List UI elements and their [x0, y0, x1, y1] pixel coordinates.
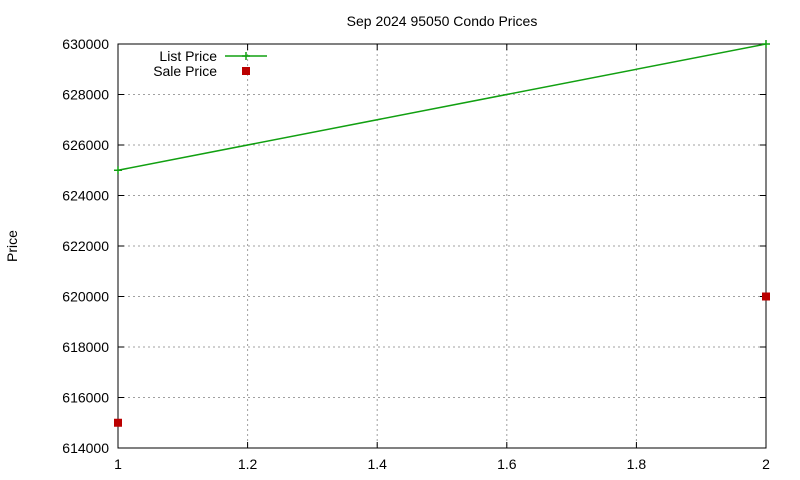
y-axis-tick-labels: 614000 616000 618000 620000 622000 624000 6260… — [62, 36, 109, 456]
x-tick-label: 1.8 — [627, 456, 647, 472]
legend-marker — [242, 67, 250, 75]
list-price-point — [762, 40, 770, 48]
x-tick-label: 2 — [762, 456, 770, 472]
legend-label: Sale Price — [153, 63, 217, 79]
y-tick-label: 624000 — [62, 188, 109, 204]
x-tick-label: 1.2 — [238, 456, 258, 472]
sale-price-point — [114, 418, 122, 427]
x-tick-label: 1.6 — [497, 456, 517, 472]
y-tick-label: 622000 — [62, 238, 109, 254]
legend-marker — [242, 52, 250, 60]
legend-label: List Price — [159, 48, 217, 64]
y-tick-label: 628000 — [62, 87, 109, 103]
y-tick-label: 620000 — [62, 289, 109, 305]
grid — [118, 44, 766, 448]
x-tick-label: 1 — [114, 456, 122, 472]
y-tick-label: 618000 — [62, 339, 109, 355]
x-tick-label: 1.4 — [367, 456, 387, 472]
y-tick-label: 614000 — [62, 440, 109, 456]
y-axis-label: Price — [4, 230, 20, 262]
series — [114, 40, 770, 427]
sale-price-point — [762, 292, 770, 301]
list-price-point — [114, 166, 122, 175]
chart-title: Sep 2024 95050 Condo Prices — [347, 13, 538, 29]
list-price-line — [117, 43, 767, 171]
y-tick-label: 630000 — [62, 36, 109, 52]
x-axis-tick-labels: 1 1.2 1.4 1.6 1.8 2 — [114, 456, 770, 472]
y-tick-label: 626000 — [62, 137, 109, 153]
y-tick-label: 616000 — [62, 390, 109, 406]
